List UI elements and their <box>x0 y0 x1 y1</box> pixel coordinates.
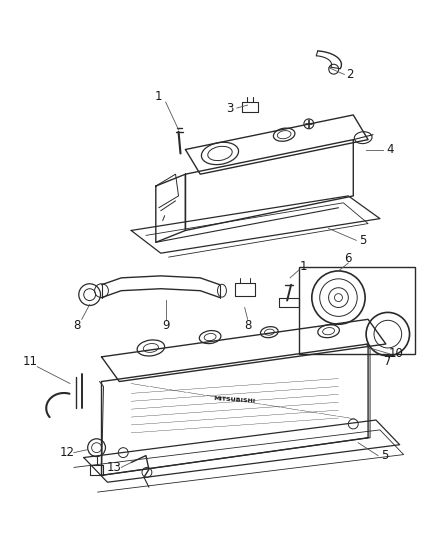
Text: 5: 5 <box>360 234 367 247</box>
Text: 13: 13 <box>107 461 122 474</box>
Text: 8: 8 <box>73 319 81 332</box>
Text: 1: 1 <box>300 260 307 272</box>
Text: 3: 3 <box>226 101 233 115</box>
Text: 6: 6 <box>345 252 352 264</box>
Text: 4: 4 <box>386 143 394 156</box>
Text: MITSUBISHI: MITSUBISHI <box>214 397 256 404</box>
Text: 8: 8 <box>244 319 251 332</box>
Text: 5: 5 <box>381 449 389 462</box>
Text: 7: 7 <box>384 356 392 368</box>
Text: 11: 11 <box>23 356 38 368</box>
Text: 2: 2 <box>346 68 354 81</box>
Text: 1: 1 <box>155 90 162 103</box>
Bar <box>299 267 416 354</box>
Text: 10: 10 <box>389 348 403 360</box>
Text: 12: 12 <box>60 446 74 459</box>
Text: 9: 9 <box>162 319 170 332</box>
